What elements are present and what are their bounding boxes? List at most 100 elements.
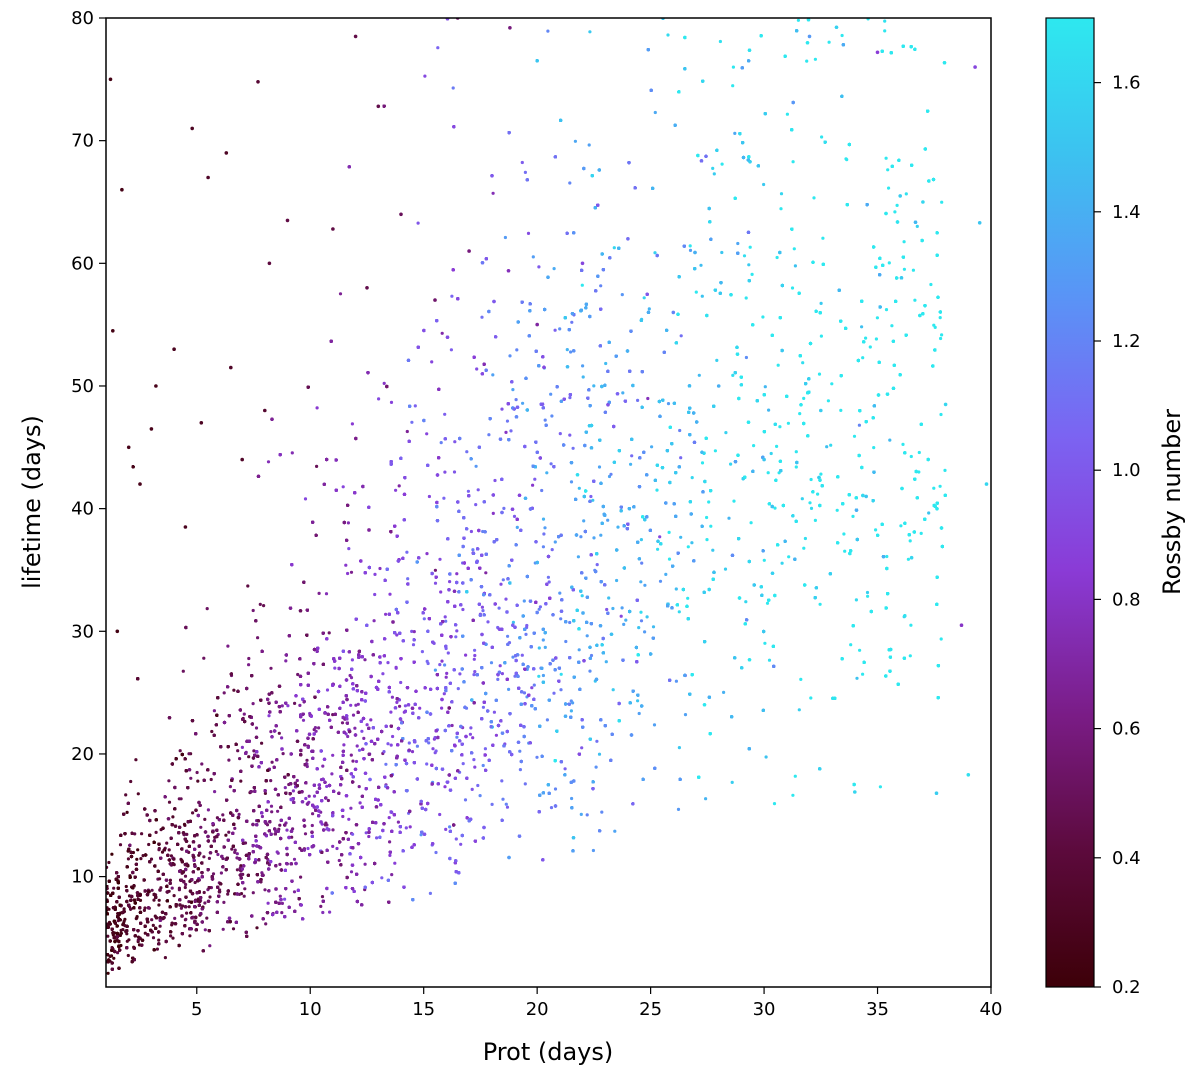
scatter-point <box>160 850 165 854</box>
scatter-point <box>340 721 345 725</box>
scatter-point <box>683 713 688 717</box>
scatter-point <box>504 597 508 601</box>
scatter-point <box>744 296 748 300</box>
scatter-point <box>886 168 890 172</box>
scatter-point <box>840 33 844 38</box>
scatter-point <box>643 583 647 587</box>
scatter-point <box>885 554 889 559</box>
scatter-point <box>553 328 557 332</box>
scatter-point <box>155 947 159 951</box>
scatter-point <box>501 578 505 582</box>
scatter-point <box>581 364 585 368</box>
scatter-point <box>887 261 891 265</box>
scatter-point <box>448 825 452 829</box>
scatter-point <box>431 747 435 751</box>
scatter-point <box>553 787 558 791</box>
scatter-point <box>256 636 260 640</box>
scatter-point <box>185 911 189 915</box>
scatter-point <box>275 850 279 854</box>
scatter-point <box>812 196 816 200</box>
scatter-point <box>388 853 392 858</box>
scatter-point <box>700 294 704 298</box>
scatter-point <box>851 514 855 519</box>
scatter-point <box>307 794 311 798</box>
scatter-point <box>283 897 287 901</box>
scatter-point <box>207 856 211 861</box>
scatter-point <box>868 345 872 349</box>
scatter-point <box>874 337 879 341</box>
scatter-point <box>580 594 584 598</box>
scatter-point <box>303 497 308 501</box>
scatter-point <box>724 431 728 435</box>
scatter-point <box>813 518 818 523</box>
scatter-point <box>196 779 200 783</box>
scatter-point <box>606 518 610 522</box>
scatter-point <box>546 29 550 33</box>
scatter-point <box>233 850 237 855</box>
scatter-point <box>826 399 831 403</box>
scatter-point <box>580 746 584 750</box>
scatter-point <box>472 673 476 677</box>
scatter-point <box>506 634 510 638</box>
scatter-point <box>203 901 207 905</box>
scatter-point <box>864 336 868 340</box>
scatter-point <box>331 713 335 717</box>
scatter-point <box>940 333 944 337</box>
scatter-point <box>819 472 823 476</box>
scatter-point <box>418 706 422 710</box>
scatter-point <box>150 918 154 922</box>
scatter-point <box>906 557 911 561</box>
scatter-point <box>286 704 290 708</box>
scatter-point <box>653 110 657 115</box>
scatter-point <box>235 852 239 856</box>
scatter-point <box>263 791 267 796</box>
scatter-point <box>266 460 271 464</box>
scatter-point <box>720 250 724 255</box>
scatter-point <box>476 783 480 788</box>
scatter-point <box>827 40 831 44</box>
scatter-point <box>676 807 681 812</box>
scatter-point <box>182 822 187 827</box>
scatter-point <box>455 735 459 739</box>
scatter-point <box>461 762 465 766</box>
scatter-point <box>433 668 437 672</box>
scatter-point <box>183 885 187 890</box>
scatter-point <box>571 701 575 705</box>
scatter-point <box>443 615 447 619</box>
scatter-point <box>677 610 681 614</box>
scatter-point <box>650 445 654 449</box>
scatter-point <box>611 688 615 692</box>
scatter-point <box>604 660 608 664</box>
scatter-point <box>917 470 921 474</box>
scatter-point <box>360 729 364 733</box>
scatter-point <box>786 421 791 425</box>
scatter-point <box>802 396 806 400</box>
scatter-point <box>251 891 255 895</box>
scatter-point <box>772 802 777 806</box>
scatter-point <box>794 465 798 469</box>
scatter-point <box>468 732 472 736</box>
scatter-point <box>386 661 390 665</box>
scatter-point <box>938 316 942 320</box>
scatter-point <box>858 648 862 652</box>
scatter-point <box>535 755 539 759</box>
scatter-point <box>349 676 354 680</box>
scatter-point <box>678 428 682 433</box>
scatter-point <box>450 723 454 728</box>
scatter-point <box>552 267 556 271</box>
scatter-point <box>222 691 226 695</box>
scatter-point <box>399 680 403 685</box>
scatter-point <box>152 898 156 902</box>
scatter-point <box>704 797 708 801</box>
scatter-point <box>473 670 477 674</box>
scatter-point <box>169 854 173 858</box>
scatter-point <box>552 691 556 695</box>
scatter-point <box>247 755 251 759</box>
scatter-point <box>515 348 519 352</box>
scatter-point <box>364 831 368 835</box>
scatter-point <box>134 758 138 762</box>
scatter-point <box>599 533 603 537</box>
scatter-point <box>709 524 713 528</box>
scatter-point <box>705 538 709 542</box>
scatter-point <box>577 648 581 652</box>
